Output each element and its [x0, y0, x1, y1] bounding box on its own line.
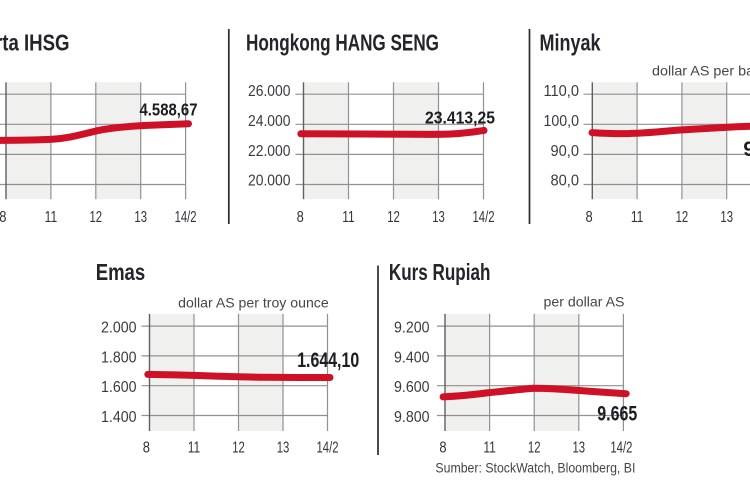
svg-text:1.400: 1.400 [101, 409, 137, 426]
svg-text:97,72: 97,72 [743, 138, 750, 161]
svg-text:14/2: 14/2 [610, 439, 632, 456]
svg-text:Sumber: StockWatch, Bloomberg,: Sumber: StockWatch, Bloomberg, BI [435, 460, 635, 476]
svg-text:Emas: Emas [96, 259, 146, 285]
svg-text:23.413,25: 23.413,25 [425, 107, 495, 127]
svg-text:11: 11 [188, 439, 201, 456]
svg-text:11: 11 [631, 209, 644, 226]
svg-text:22.000: 22.000 [248, 143, 291, 160]
svg-text:Kurs Rupiah: Kurs Rupiah [389, 259, 491, 285]
svg-text:12: 12 [232, 439, 245, 456]
svg-text:13: 13 [432, 209, 445, 226]
svg-text:1.644,10: 1.644,10 [297, 349, 359, 372]
svg-text:1.600: 1.600 [101, 379, 137, 396]
svg-text:13: 13 [573, 439, 586, 456]
svg-text:13: 13 [134, 209, 147, 226]
svg-text:12: 12 [676, 209, 689, 226]
svg-text:1.800: 1.800 [101, 349, 137, 366]
svg-text:Hongkong HANG SENG: Hongkong HANG SENG [246, 30, 439, 56]
svg-text:dollar AS per barel: dollar AS per barel [652, 63, 750, 79]
svg-text:80,0: 80,0 [551, 173, 580, 190]
svg-text:13: 13 [720, 209, 733, 226]
svg-text:100,0: 100,0 [544, 113, 580, 130]
svg-text:20.000: 20.000 [248, 173, 291, 190]
svg-text:9.800: 9.800 [394, 409, 430, 426]
svg-text:11: 11 [342, 209, 355, 226]
svg-text:14/2: 14/2 [317, 439, 339, 456]
svg-text:9.600: 9.600 [394, 379, 430, 396]
svg-text:13: 13 [277, 439, 290, 456]
svg-text:14/2: 14/2 [473, 209, 495, 226]
svg-text:24.000: 24.000 [248, 113, 291, 130]
svg-text:11: 11 [45, 209, 58, 226]
svg-text:9.200: 9.200 [394, 320, 430, 337]
svg-text:26.000: 26.000 [248, 83, 291, 100]
svg-text:Minyak: Minyak [540, 30, 601, 56]
svg-text:2.000: 2.000 [101, 320, 137, 337]
svg-text:8: 8 [439, 439, 446, 456]
svg-text:9.665: 9.665 [597, 402, 637, 425]
svg-text:14/2: 14/2 [175, 209, 197, 226]
svg-text:9.400: 9.400 [394, 349, 430, 366]
svg-text:8: 8 [0, 209, 6, 226]
svg-text:11: 11 [483, 439, 496, 456]
svg-text:4.588,67: 4.588,67 [140, 100, 198, 120]
svg-text:12: 12 [528, 439, 541, 456]
svg-text:rta IHSG: rta IHSG [0, 30, 70, 56]
svg-text:per dollar AS: per dollar AS [544, 294, 625, 310]
svg-text:8: 8 [297, 209, 304, 226]
svg-text:90,0: 90,0 [551, 143, 580, 160]
svg-text:8: 8 [586, 209, 593, 226]
svg-text:12: 12 [387, 209, 400, 226]
svg-text:110,0: 110,0 [544, 83, 580, 100]
svg-text:dollar AS per troy ounce: dollar AS per troy ounce [178, 295, 329, 311]
svg-text:12: 12 [90, 209, 103, 226]
svg-text:8: 8 [143, 439, 150, 456]
